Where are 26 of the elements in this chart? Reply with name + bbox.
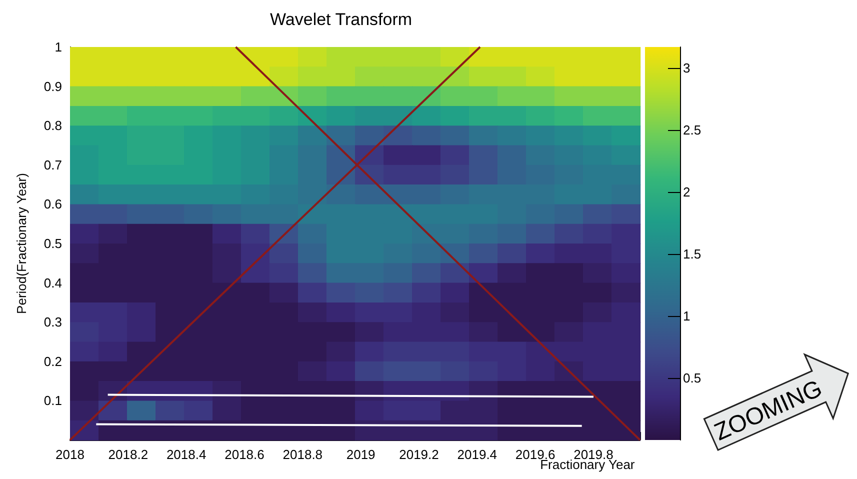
x-tick-label: 2018.6 (224, 447, 264, 462)
x-tick-label: 2018.2 (108, 447, 148, 462)
color-bar-label: 1.5 (683, 246, 702, 262)
y-tick-label: 0.8 (44, 118, 62, 134)
x-tick-label: 2018.8 (282, 447, 323, 462)
x-tick-label: 2019.4 (457, 447, 498, 462)
chart-title: Wavelet Transform (270, 10, 412, 29)
color-bar-label: 2.5 (683, 122, 702, 138)
color-bar-label: 3 (683, 60, 690, 76)
y-tick-label: 0.4 (44, 275, 62, 290)
x-tick-label: 2018 (56, 447, 84, 462)
x-tick-label: 2019.2 (399, 447, 439, 462)
color-bar-label: 0.5 (683, 370, 702, 386)
y-axis-title: Period(Fractionary Year) (14, 173, 29, 314)
y-tick-label: 0.7 (44, 157, 62, 172)
y-tick-label: 0.6 (44, 196, 62, 212)
y-tick-label: 0.9 (44, 78, 62, 94)
y-tick-label: 0.3 (44, 314, 62, 330)
color-bar-label: 1 (683, 308, 690, 324)
x-tick-label: 2019 (346, 447, 376, 462)
y-tick-label: 0.2 (44, 354, 62, 369)
y-tick-label: 0.5 (44, 236, 62, 251)
color-bar-label: 2 (683, 184, 690, 200)
x-tick-label: 2018.4 (166, 447, 206, 462)
y-tick-label: 0.1 (44, 393, 62, 408)
y-tick-label: 1 (54, 40, 62, 54)
